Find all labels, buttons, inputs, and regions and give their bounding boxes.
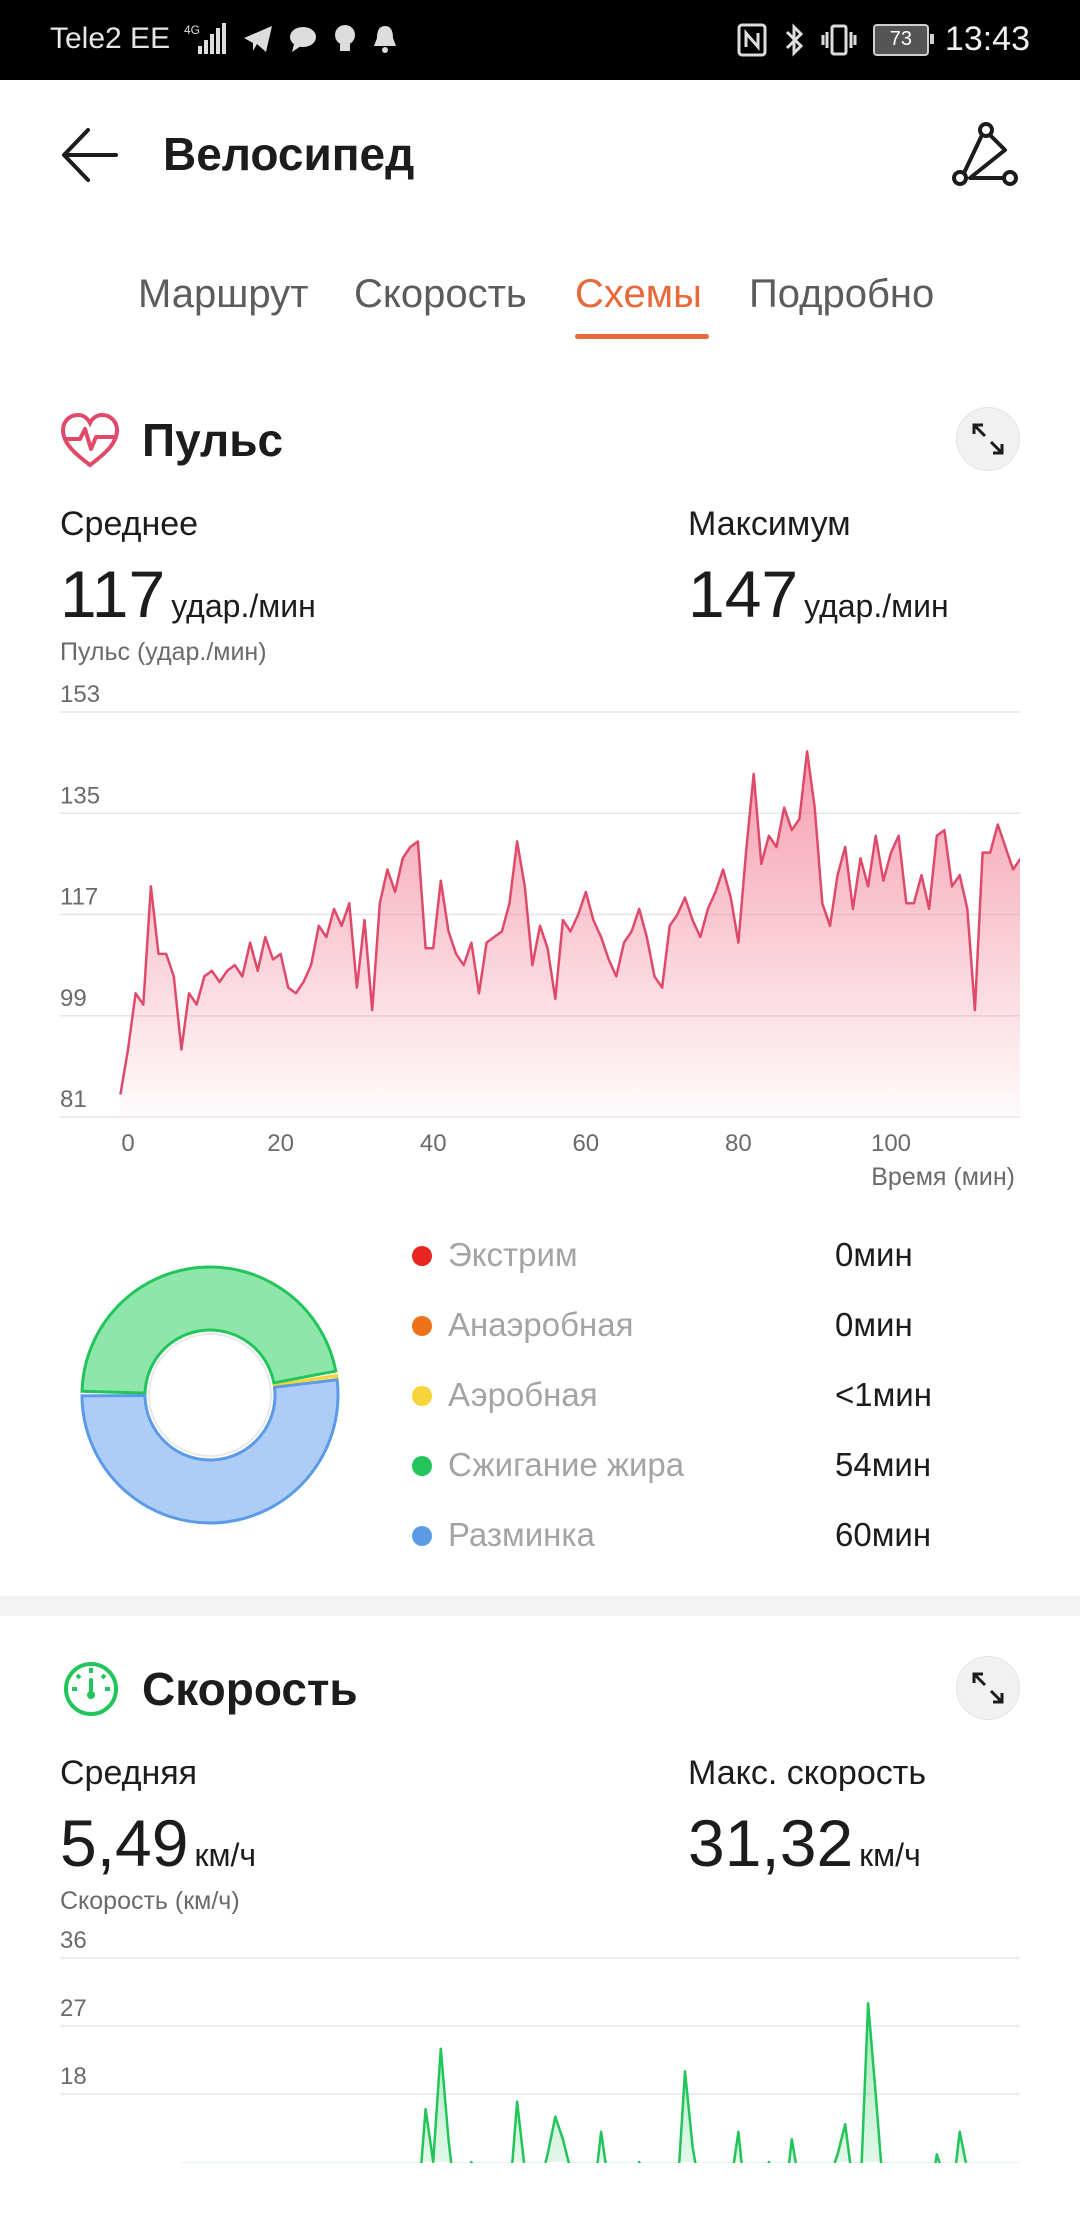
tab-bar: Маршрут Скорость Схемы Подробно	[0, 262, 1080, 342]
y-tick-label: 153	[60, 681, 100, 708]
y-tick-label: 81	[60, 1086, 87, 1113]
zone-name: Аэробная	[448, 1376, 598, 1413]
zone-warmup-dot	[412, 1526, 432, 1546]
carrier-label: Tele2 EE	[50, 22, 171, 55]
pulse-chart: 81 99 117 135 153 0 20 40 60 80 100	[60, 681, 1020, 1157]
y-tick-label: 18	[60, 2063, 87, 2090]
pulse-chart-ylabel: Пульс (удар./мин)	[60, 638, 267, 666]
zone-fat-burn-dot	[412, 1456, 432, 1476]
pulse-expand-button[interactable]	[956, 407, 1020, 471]
zone-slice	[80, 1265, 338, 1395]
zone-value: 54мин	[835, 1446, 932, 1483]
status-bar: Tele2 EE 4G 7	[0, 0, 1080, 80]
zone-anaerobic-dot	[412, 1316, 432, 1336]
legend-item: Разминка 60мин	[410, 1512, 1010, 1582]
speed-max-value: 31,32	[688, 1806, 854, 1880]
battery-level: 73	[889, 28, 913, 50]
zone-aerobic-dot	[412, 1386, 432, 1406]
zone-name: Разминка	[448, 1516, 595, 1553]
zone-value: 0мин	[835, 1306, 913, 1343]
app-bar: Велосипед	[0, 80, 1080, 230]
pulse-header: Пульс	[60, 405, 1020, 475]
speed-chart: 18 27 36	[60, 1927, 1020, 2163]
signal-icon: 4G	[184, 23, 227, 54]
tab-details[interactable]: Подробно	[749, 272, 935, 316]
telegram-icon	[244, 26, 273, 52]
tab-route[interactable]: Маршрут	[138, 272, 309, 316]
speed-avg-unit: км/ч	[194, 1837, 257, 1873]
chat-icon	[290, 27, 317, 52]
pulse-chart-xlabel: Время (мин)	[871, 1163, 1015, 1191]
legend-item: Сжигание жира 54мин	[410, 1442, 1010, 1512]
expand-icon	[972, 1672, 1004, 1704]
x-tick-label: 20	[267, 1130, 294, 1157]
x-tick-label: 100	[871, 1130, 911, 1157]
nfc-icon	[737, 23, 767, 56]
pulse-avg-unit: удар./мин	[171, 588, 316, 624]
series-line	[420, 2002, 968, 2163]
zone-value: <1мин	[835, 1376, 932, 1413]
speed-avg-value: 5,49	[60, 1806, 189, 1880]
bell-icon	[374, 26, 397, 53]
zone-slice	[80, 1378, 340, 1525]
pulse-avg-label: Среднее	[60, 505, 199, 543]
network-type: 4G	[184, 23, 200, 37]
x-tick-label: 0	[121, 1130, 134, 1157]
speed-max-unit: км/ч	[859, 1837, 921, 1873]
pulse-avg: 117 удар./мин	[60, 556, 316, 632]
heart-rate-zone-donut	[80, 1265, 340, 1525]
page-title: Велосипед	[163, 128, 415, 180]
speed-avg: 5,49 км/ч	[60, 1805, 256, 1881]
x-tick-label: 40	[420, 1130, 447, 1157]
y-tick-label: 135	[60, 782, 100, 809]
zone-name: Экстрим	[448, 1236, 578, 1273]
active-tab-indicator	[575, 334, 709, 339]
zone-name: Анаэробная	[448, 1306, 634, 1343]
speedometer-icon	[64, 1662, 118, 1716]
speed-header: Скорость	[60, 1654, 1020, 1724]
series-line	[119, 750, 1020, 1095]
zone-extreme-dot	[412, 1246, 432, 1266]
pulse-max-label: Максимум	[688, 505, 851, 543]
pulse-avg-value: 117	[60, 557, 166, 631]
vibrate-icon	[821, 24, 857, 55]
y-tick-label: 27	[60, 1995, 87, 2022]
series-area	[181, 2003, 1020, 2163]
back-arrow-icon[interactable]	[60, 120, 120, 190]
legend-item: Экстрим 0мин	[410, 1232, 1010, 1302]
series-area	[120, 751, 1020, 1117]
pulse-max: 147 удар./мин	[688, 556, 949, 632]
zone-legend: Экстрим 0мин Анаэробная 0мин Аэробная <1…	[410, 1232, 1010, 1582]
battery-icon: 73	[872, 23, 934, 56]
tab-speed[interactable]: Скорость	[354, 272, 527, 316]
section-divider	[0, 1596, 1080, 1616]
y-tick-label: 36	[60, 1927, 87, 1954]
pulse-max-value: 147	[688, 557, 799, 631]
y-tick-label: 117	[60, 884, 98, 911]
expand-icon	[972, 423, 1004, 455]
speed-expand-button[interactable]	[956, 1656, 1020, 1720]
heart-pulse-icon	[60, 413, 120, 468]
zone-name: Сжигание жира	[448, 1446, 685, 1483]
speed-title: Скорость	[142, 1663, 358, 1715]
route-icon[interactable]	[950, 120, 1020, 190]
x-tick-label: 60	[572, 1130, 599, 1157]
bulb-icon	[335, 25, 356, 51]
y-tick-label: 99	[60, 985, 87, 1012]
legend-item: Аэробная <1мин	[410, 1372, 1010, 1442]
zone-value: 60мин	[835, 1516, 932, 1553]
speed-max-label: Макс. скорость	[688, 1754, 927, 1792]
x-tick-label: 80	[725, 1130, 752, 1157]
pulse-max-unit: удар./мин	[804, 588, 949, 624]
pulse-title: Пульс	[142, 414, 284, 466]
speed-chart-ylabel: Скорость (км/ч)	[60, 1887, 240, 1915]
speed-max: 31,32 км/ч	[688, 1805, 921, 1881]
clock: 13:43	[944, 20, 1030, 58]
legend-item: Анаэробная 0мин	[410, 1302, 1010, 1372]
zone-value: 0мин	[835, 1236, 913, 1273]
speed-avg-label: Средняя	[60, 1754, 198, 1792]
tab-charts[interactable]: Схемы	[575, 272, 702, 316]
donut-hole	[148, 1333, 272, 1457]
bluetooth-icon	[785, 22, 804, 57]
